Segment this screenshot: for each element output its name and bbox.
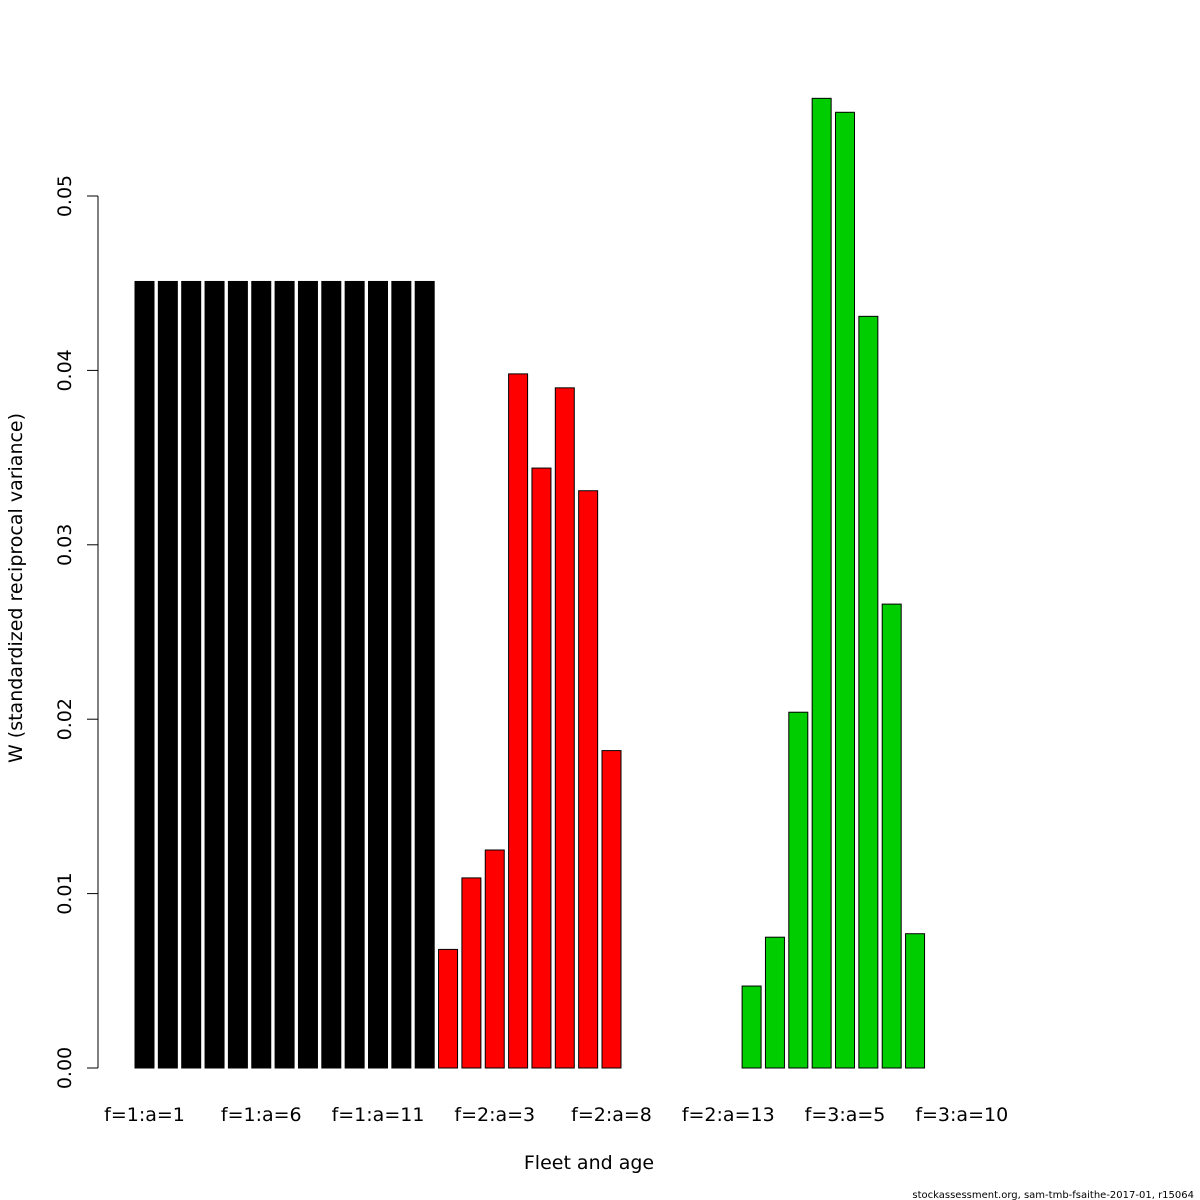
x-tick-label: f=2:a=8 [571,1104,652,1126]
bar-f=3:a=5 [835,111,855,1069]
x-axis-labels: f=1:a=1 f=1:a=6 f=1:a=11 f=2:a=3 f=2:a=8 f=2:… [104,1104,1008,1126]
bar-f=3:a=1 [741,985,762,1069]
bar-f=3:a=4 [811,97,832,1069]
y-tick-label: 0.03 [54,524,76,566]
y-tick-label: 0.00 [54,1047,76,1089]
bar-f=1:a=1 [134,280,155,1069]
x-tick-label: f=1:a=6 [221,1104,302,1126]
bar-f=1:a=7 [274,280,295,1069]
bar-f=1:a=5 [227,280,248,1069]
x-axis-title: Fleet and age [524,1152,654,1174]
y-tick-label: 0.02 [54,698,76,740]
x-tick-label: f=2:a=13 [682,1104,775,1126]
bar-f=2:a=2 [461,877,482,1069]
bar-f=2:a=6 [554,387,575,1069]
bar-f=3:a=6 [858,315,879,1069]
bar-f=1:a=4 [204,280,225,1069]
bar-f=1:a=12 [391,280,412,1069]
x-tick-label: f=1:a=1 [104,1104,185,1126]
bars [134,97,926,1069]
bar-f=2:a=3 [484,849,505,1069]
x-tick-label: f=1:a=11 [332,1104,425,1126]
bar-f=1:a=2 [157,280,178,1069]
footer-credit: stockassessment.org, sam-tmb-fsaithe-201… [912,1190,1194,1200]
bar-f=3:a=2 [764,936,785,1069]
y-axis: 0.00 0.01 0.02 0.03 0.04 0.05 [54,175,99,1089]
bar-f=1:a=6 [251,280,272,1069]
bar-f=2:a=8 [601,750,622,1069]
bar-f=1:a=11 [368,280,388,1069]
y-tick-label: 0.01 [54,872,76,914]
x-tick-label: f=3:a=10 [915,1104,1008,1126]
bar-f=1:a=3 [181,280,202,1069]
bar-f=2:a=7 [578,490,599,1069]
bar-f=2:a=4 [508,373,529,1069]
bar-f=1:a=9 [321,280,342,1069]
bar-f=3:a=7 [881,603,902,1069]
bar-f=3:a=3 [788,711,809,1069]
y-tick-label: 0.04 [54,349,76,391]
y-tick-label: 0.05 [54,175,76,217]
bar-f=1:a=10 [344,280,365,1069]
bar-f=2:a=5 [531,467,552,1069]
y-axis-title: W (standardized reciprocal variance) [5,413,27,763]
bar-f=1:a=8 [297,280,318,1069]
x-tick-label: f=2:a=3 [454,1104,535,1126]
bar-f=3:a=8 [905,933,926,1069]
bar-f=1:a=13 [414,280,435,1069]
bar-f=2:a=1 [438,948,459,1069]
x-tick-label: f=3:a=5 [805,1104,886,1126]
